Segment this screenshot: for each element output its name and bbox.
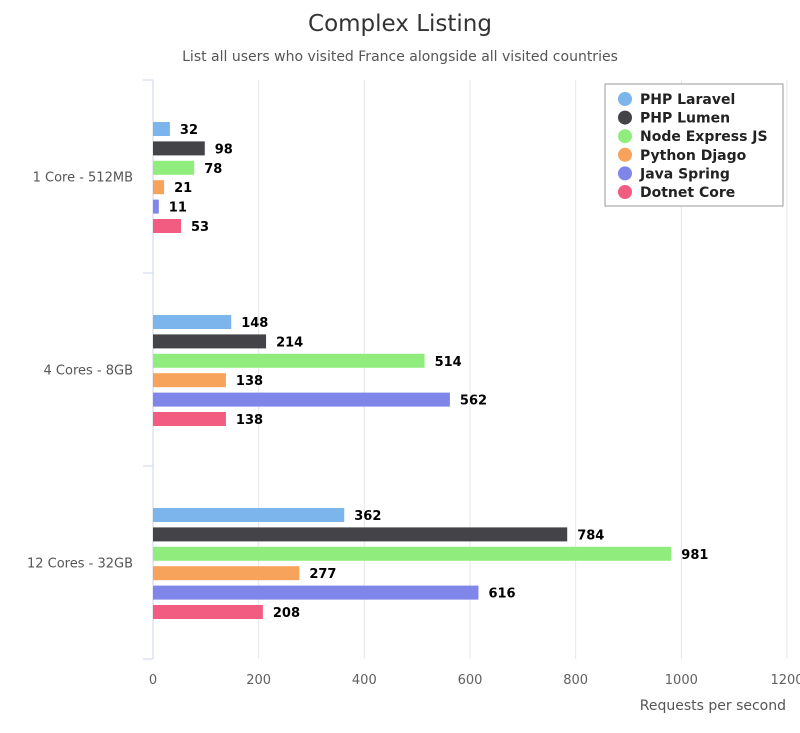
bar: [153, 141, 205, 156]
data-label: 98: [215, 142, 233, 157]
data-label: 78: [204, 162, 222, 177]
bar: [153, 566, 300, 581]
axes: 0 200 400 600 800 1000 1200 1 Core - 512MB 4 Cor…: [27, 79, 800, 688]
legend-item-label: PHP Laravel: [640, 92, 735, 108]
legend-item-label: Dotnet Core: [640, 185, 735, 201]
category-label: 4 Cores - 8GB: [44, 364, 133, 379]
data-label: 562: [460, 394, 487, 409]
legend-marker: [618, 147, 632, 162]
bar: [153, 508, 345, 522]
chart-title: Complex Listing: [308, 11, 492, 37]
data-labels: 32 148 362 98 214 784 78 514 981 21 138 277 11 562 616…: [169, 123, 709, 621]
legend-marker: [618, 92, 632, 106]
legend-box: [604, 83, 784, 207]
data-label: 148: [241, 316, 268, 331]
data-label: 138: [236, 374, 263, 389]
bar: [153, 199, 159, 214]
x-tick-label: 1200: [770, 673, 800, 688]
x-tick-label: 600: [458, 673, 483, 688]
bar: [153, 160, 195, 175]
x-axis-title: Requests per second: [640, 698, 786, 714]
data-label: 208: [273, 606, 300, 621]
data-label: 138: [236, 413, 263, 428]
bar: [153, 353, 425, 368]
data-label: 784: [577, 528, 604, 543]
data-label: 362: [354, 509, 381, 524]
legend-marker: [618, 110, 632, 125]
legend: PHP Laravel PHP Lumen Node Express JS Pytho…: [604, 83, 784, 207]
bar: [153, 546, 672, 561]
legend-item-label: PHP Lumen: [640, 111, 730, 127]
x-tick-label: 0: [149, 673, 157, 688]
bar: [153, 392, 450, 407]
bar: [153, 605, 263, 619]
data-label: 11: [169, 201, 187, 216]
data-label: 981: [681, 548, 708, 563]
bar: [153, 373, 226, 388]
legend-item-label: Node Express JS: [640, 129, 768, 145]
data-label: 277: [309, 567, 336, 582]
x-tick-label: 400: [352, 673, 377, 688]
x-tick-label: 1000: [665, 673, 698, 688]
legend-marker: [618, 129, 632, 144]
data-label: 53: [191, 220, 209, 235]
legend-marker: [618, 185, 632, 199]
category-label: 12 Cores - 32GB: [27, 557, 133, 572]
bar: [153, 527, 568, 542]
bar: [153, 334, 267, 349]
x-tick-label: 200: [246, 673, 271, 688]
data-label: 514: [435, 355, 462, 370]
plot-area: [153, 122, 672, 619]
legend-item-label: Python Djago: [640, 148, 747, 164]
bar: [153, 585, 479, 600]
data-label: 616: [488, 587, 515, 602]
data-label: 32: [180, 123, 198, 138]
x-tick-label: 800: [563, 673, 588, 688]
chart-subtitle: List all users who visited France alongs…: [182, 49, 618, 65]
bar: [153, 412, 226, 426]
bar: [153, 219, 182, 233]
bar: [153, 180, 165, 195]
data-label: 214: [276, 335, 303, 350]
category-label: 1 Core - 512MB: [33, 171, 133, 186]
legend-marker: [618, 166, 632, 181]
legend-item-label: Java Spring: [639, 166, 730, 182]
bar: [153, 315, 232, 329]
data-label: 21: [174, 181, 192, 196]
bar: [153, 122, 170, 136]
